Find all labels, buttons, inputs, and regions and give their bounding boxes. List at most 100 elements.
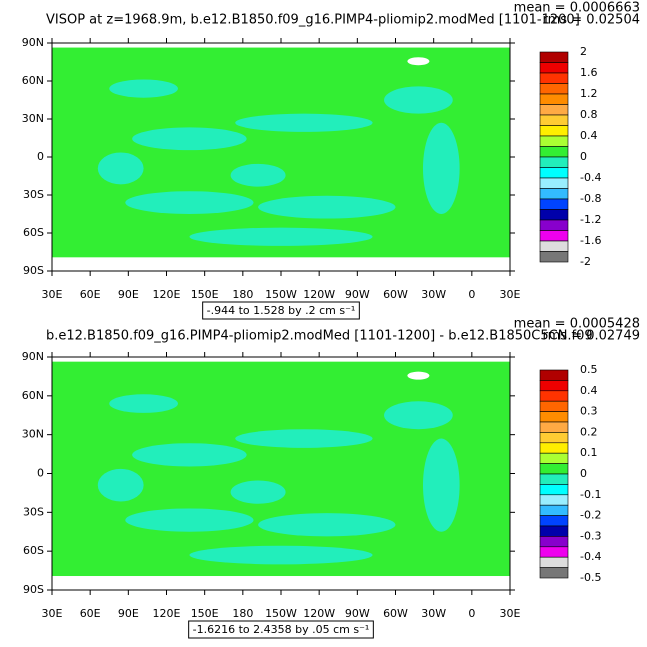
colorbar-label: -0.1 <box>580 488 601 501</box>
colorbar-label: -1.6 <box>580 234 601 247</box>
lon-label: 150E <box>191 607 219 620</box>
colorbar-box <box>539 198 569 210</box>
land-greenland <box>407 371 430 380</box>
colorbar-box <box>539 536 569 548</box>
colorbar-box <box>539 369 569 381</box>
lat-label: 60S <box>23 544 44 557</box>
lat-label: 30N <box>22 428 44 441</box>
lat-label: 60N <box>22 389 44 402</box>
lon-label: 120W <box>303 607 335 620</box>
lon-label: 30E <box>500 288 521 301</box>
cyan-region <box>97 152 144 185</box>
colorbar-box <box>539 83 569 95</box>
lat-label: 90N <box>22 36 44 49</box>
lon-label: 30E <box>42 288 63 301</box>
colorbar-label: 0.1 <box>580 446 598 459</box>
colorbar-label: -0.4 <box>580 550 601 563</box>
cyan-region <box>125 508 254 532</box>
colorbar-box <box>539 494 569 506</box>
colorbar-box <box>539 567 569 579</box>
colorbar-box <box>539 484 569 496</box>
lon-label: 90E <box>118 607 139 620</box>
lat-label: 60S <box>23 226 44 239</box>
lon-label: 90W <box>345 607 370 620</box>
lon-label: 0 <box>468 607 475 620</box>
colorbar-box <box>539 93 569 105</box>
colorbar-box <box>539 525 569 537</box>
colorbar-label: 0.8 <box>580 108 598 121</box>
colorbar-box <box>539 556 569 568</box>
range-box <box>188 620 374 639</box>
cyan-region <box>422 122 460 214</box>
colorbar-label: 0.5 <box>580 363 598 376</box>
lon-label: 150E <box>191 288 219 301</box>
lat-label: 30N <box>22 112 44 125</box>
lon-label: 30E <box>42 607 63 620</box>
cyan-region <box>132 127 247 151</box>
lon-label: 30W <box>421 607 446 620</box>
rms-label: rms = 0.02504 <box>543 13 640 28</box>
lon-label: 180 <box>232 288 253 301</box>
colorbar-label: 0.2 <box>580 425 598 438</box>
colorbar-label: -2 <box>580 255 591 268</box>
lat-label: 90S <box>23 264 44 277</box>
lat-label: 0 <box>37 150 44 163</box>
lat-label: 90N <box>22 350 44 363</box>
lon-label: 150W <box>265 607 297 620</box>
cyan-region <box>384 86 453 114</box>
range-box <box>202 301 360 320</box>
lon-label: 120E <box>153 607 181 620</box>
colorbar-box <box>539 177 569 189</box>
colorbar-box <box>539 515 569 527</box>
colorbar-box <box>539 432 569 444</box>
range-label: -.944 to 1.528 by .2 cm s⁻¹ <box>207 304 356 317</box>
lon-label: 120E <box>153 288 181 301</box>
colorbar-label: 0 <box>580 467 587 480</box>
lon-label: 60E <box>80 288 101 301</box>
colorbar-box <box>539 452 569 464</box>
lon-label: 90E <box>118 288 139 301</box>
colorbar-label: -0.8 <box>580 192 601 205</box>
cyan-region <box>258 195 396 219</box>
colorbar-box <box>539 230 569 242</box>
rms-label: rms = 0.02749 <box>543 329 640 344</box>
lon-label: 90W <box>345 288 370 301</box>
colorbar-label: -0.5 <box>580 571 601 584</box>
panel-title: VISOP at z=1968.9m, b.e12.B1850.f09_g16.… <box>46 13 580 28</box>
lon-label: 180 <box>232 607 253 620</box>
colorbar-box <box>539 442 569 454</box>
colorbar-box <box>539 421 569 433</box>
mean-label: mean = 0.0006663 <box>514 1 640 16</box>
panel-title: b.e12.B1850.f09_g16.PIMP4-pliomip2.modMe… <box>46 329 593 344</box>
range-label: -1.6216 to 2.4358 by .05 cm s⁻¹ <box>193 623 370 636</box>
colorbar-label: 2 <box>580 45 587 58</box>
colorbar-label: 1.2 <box>580 87 598 100</box>
cyan-region <box>97 468 144 502</box>
cyan-region <box>258 513 396 537</box>
cyan-region <box>189 227 373 246</box>
colorbar-label: 0 <box>580 150 587 163</box>
colorbar-box <box>539 188 569 200</box>
mean-label: mean = 0.0005428 <box>514 317 640 332</box>
colorbar-box <box>539 380 569 392</box>
colorbar-label: 0.3 <box>580 405 598 418</box>
colorbar-box <box>539 72 569 84</box>
colorbar-box <box>539 411 569 423</box>
lon-label: 30E <box>500 607 521 620</box>
colorbar-label: 1.6 <box>580 66 598 79</box>
cyan-region <box>132 443 247 467</box>
colorbar-box <box>539 240 569 252</box>
cyan-region <box>235 429 373 448</box>
colorbar-label: 0.4 <box>580 384 598 397</box>
lon-label: 0 <box>468 288 475 301</box>
colorbar-box <box>539 104 569 116</box>
colorbar-box <box>539 125 569 137</box>
land-greenland <box>407 57 430 66</box>
cyan-region <box>230 480 286 504</box>
colorbar-label: -0.4 <box>580 171 601 184</box>
colorbar-box <box>539 400 569 412</box>
lon-label: 60W <box>383 288 408 301</box>
lat-label: 30S <box>23 505 44 518</box>
cyan-region <box>422 438 460 532</box>
